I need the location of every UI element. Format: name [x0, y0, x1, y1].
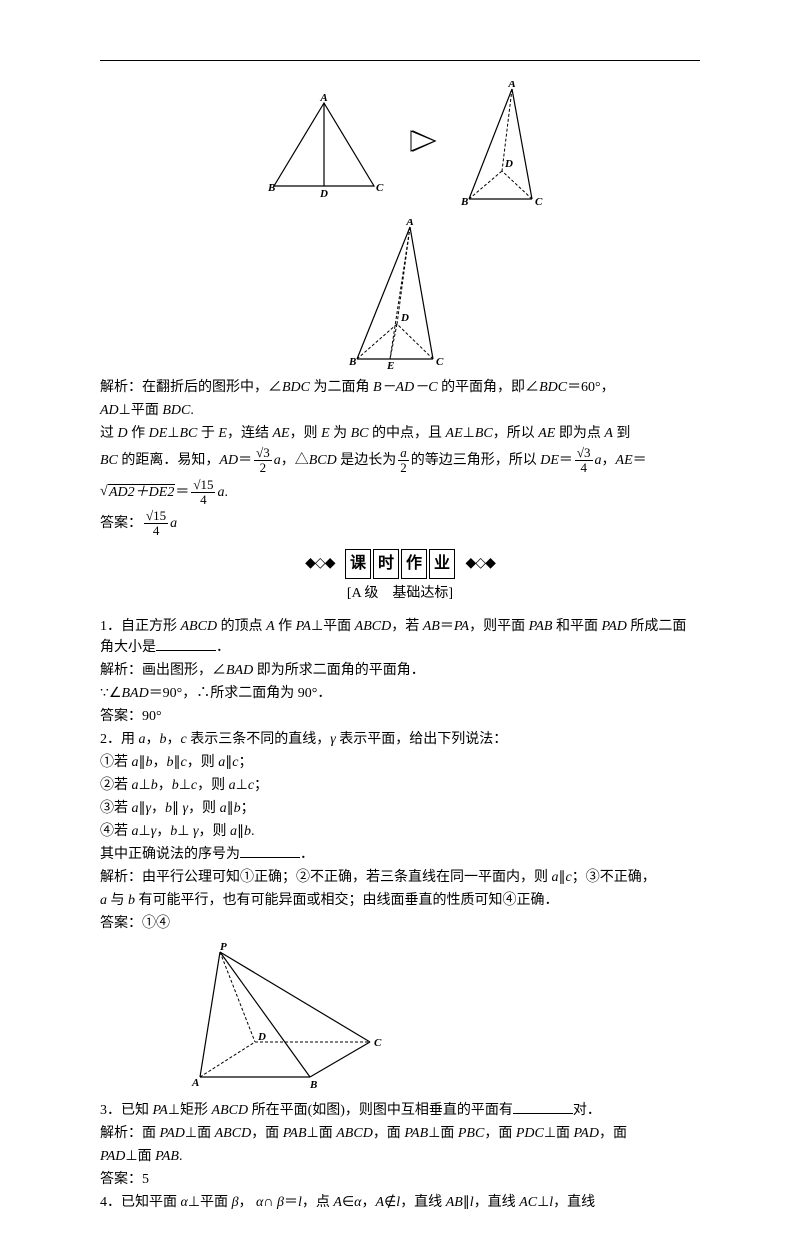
sol-line1: 解析：在翻折后的图形中，∠BDC 为二面角 B－AD－C 的平面角，即∠BDC＝…	[100, 377, 700, 398]
svg-text:D: D	[257, 1031, 266, 1043]
subhead: [A 级 基础达标]	[100, 583, 700, 604]
q3-sol2: PAD⊥面 PAB.	[100, 1146, 700, 1167]
svg-text:E: E	[386, 360, 394, 369]
svg-text:P: P	[220, 942, 227, 953]
top-rule	[100, 60, 700, 61]
arrow-icon	[407, 91, 443, 201]
sol-line4: BC 的距离．易知，AD＝√32a，△BCD 是边长为a2的等边三角形，所以 D…	[100, 446, 700, 476]
blank-q3	[513, 1100, 573, 1114]
svg-text:A: A	[191, 1077, 199, 1089]
sol-line5: AD2＋DE2＝√154a.	[100, 478, 700, 508]
q2-i2: ②若 a⊥b，b⊥c，则 a⊥c；	[100, 775, 700, 796]
q3-sol1: 解析：面 PAD⊥面 ABCD，面 PAB⊥面 ABCD，面 PAB⊥面 PBC…	[100, 1123, 700, 1144]
q2-ask: 其中正确说法的序号为．	[100, 844, 700, 865]
sol-line3: 过 D 作 DE⊥BC 于 E，连结 AE，则 E 为 BC 的中点，且 AE⊥…	[100, 423, 700, 444]
diamond-right-icon: ◆◇◆	[466, 553, 495, 574]
q3-ans: 答案：5	[100, 1169, 700, 1190]
q1-sol2: ∵∠BAD＝90°，∴所求二面角为 90°．	[100, 683, 700, 704]
q2-stem: 2．用 a，b，c 表示三条不同的直线，γ 表示平面，给出下列说法：	[100, 729, 700, 750]
figure-folding-2: A B C D E	[100, 219, 700, 369]
sol-line2: AD⊥平面 BDC.	[100, 400, 700, 421]
banner-title: 课时作业	[344, 549, 456, 579]
svg-text:B: B	[460, 196, 468, 208]
diamond-left-icon: ◆◇◆	[305, 553, 334, 574]
svg-text:D: D	[504, 158, 513, 170]
svg-text:D: D	[400, 312, 409, 324]
svg-text:A: A	[405, 219, 413, 228]
figure-folding-1: A B C D A B C D	[100, 81, 700, 211]
svg-text:C: C	[436, 356, 444, 368]
q2-sol2: a 与 b 有可能平行，也有可能异面或相交；由线面垂直的性质可知④正确．	[100, 890, 700, 911]
q1-sol1: 解析：画出图形，∠BAD 即为所求二面角的平面角．	[100, 660, 700, 681]
q3-stem: 3．已知 PA⊥矩形 ABCD 所在平面(如图)，则图中互相垂直的平面有对．	[100, 1100, 700, 1121]
label-D: D	[319, 188, 328, 200]
svg-text:C: C	[535, 196, 543, 208]
label-C: C	[376, 182, 384, 194]
svg-text:C: C	[374, 1037, 382, 1049]
svg-text:A: A	[507, 81, 515, 90]
q2-i1: ①若 a∥b，b∥c，则 a∥c；	[100, 752, 700, 773]
blank-q2	[240, 844, 300, 858]
q2-i4: ④若 a⊥γ，b⊥ γ，则 a∥b.	[100, 821, 700, 842]
q1-stem: 1．自正方形 ABCD 的顶点 A 作 PA⊥平面 ABCD，若 AB＝PA，则…	[100, 616, 700, 658]
svg-text:B: B	[309, 1079, 317, 1091]
q2-ans: 答案：①④	[100, 913, 700, 934]
figure-q3: P A B C D	[100, 942, 700, 1092]
section-banner: ◆◇◆ 课时作业 ◆◇◆	[100, 549, 700, 579]
q2-i3: ③若 a∥γ，b∥ γ，则 a∥b；	[100, 798, 700, 819]
svg-text:B: B	[348, 356, 356, 368]
sol-ans: 答案：√154a	[100, 509, 700, 539]
q4-stem: 4．已知平面 α⊥平面 β， α∩ β＝l，点 A∈α，A∉l，直线 AB∥l，…	[100, 1192, 700, 1213]
label-B: B	[267, 182, 275, 194]
blank-q1	[156, 637, 216, 651]
q1-ans: 答案：90°	[100, 706, 700, 727]
q2-sol1: 解析：由平行公理可知①正确；②不正确，若三条直线在同一平面内，则 a∥c；③不正…	[100, 867, 700, 888]
label-A: A	[319, 92, 327, 104]
